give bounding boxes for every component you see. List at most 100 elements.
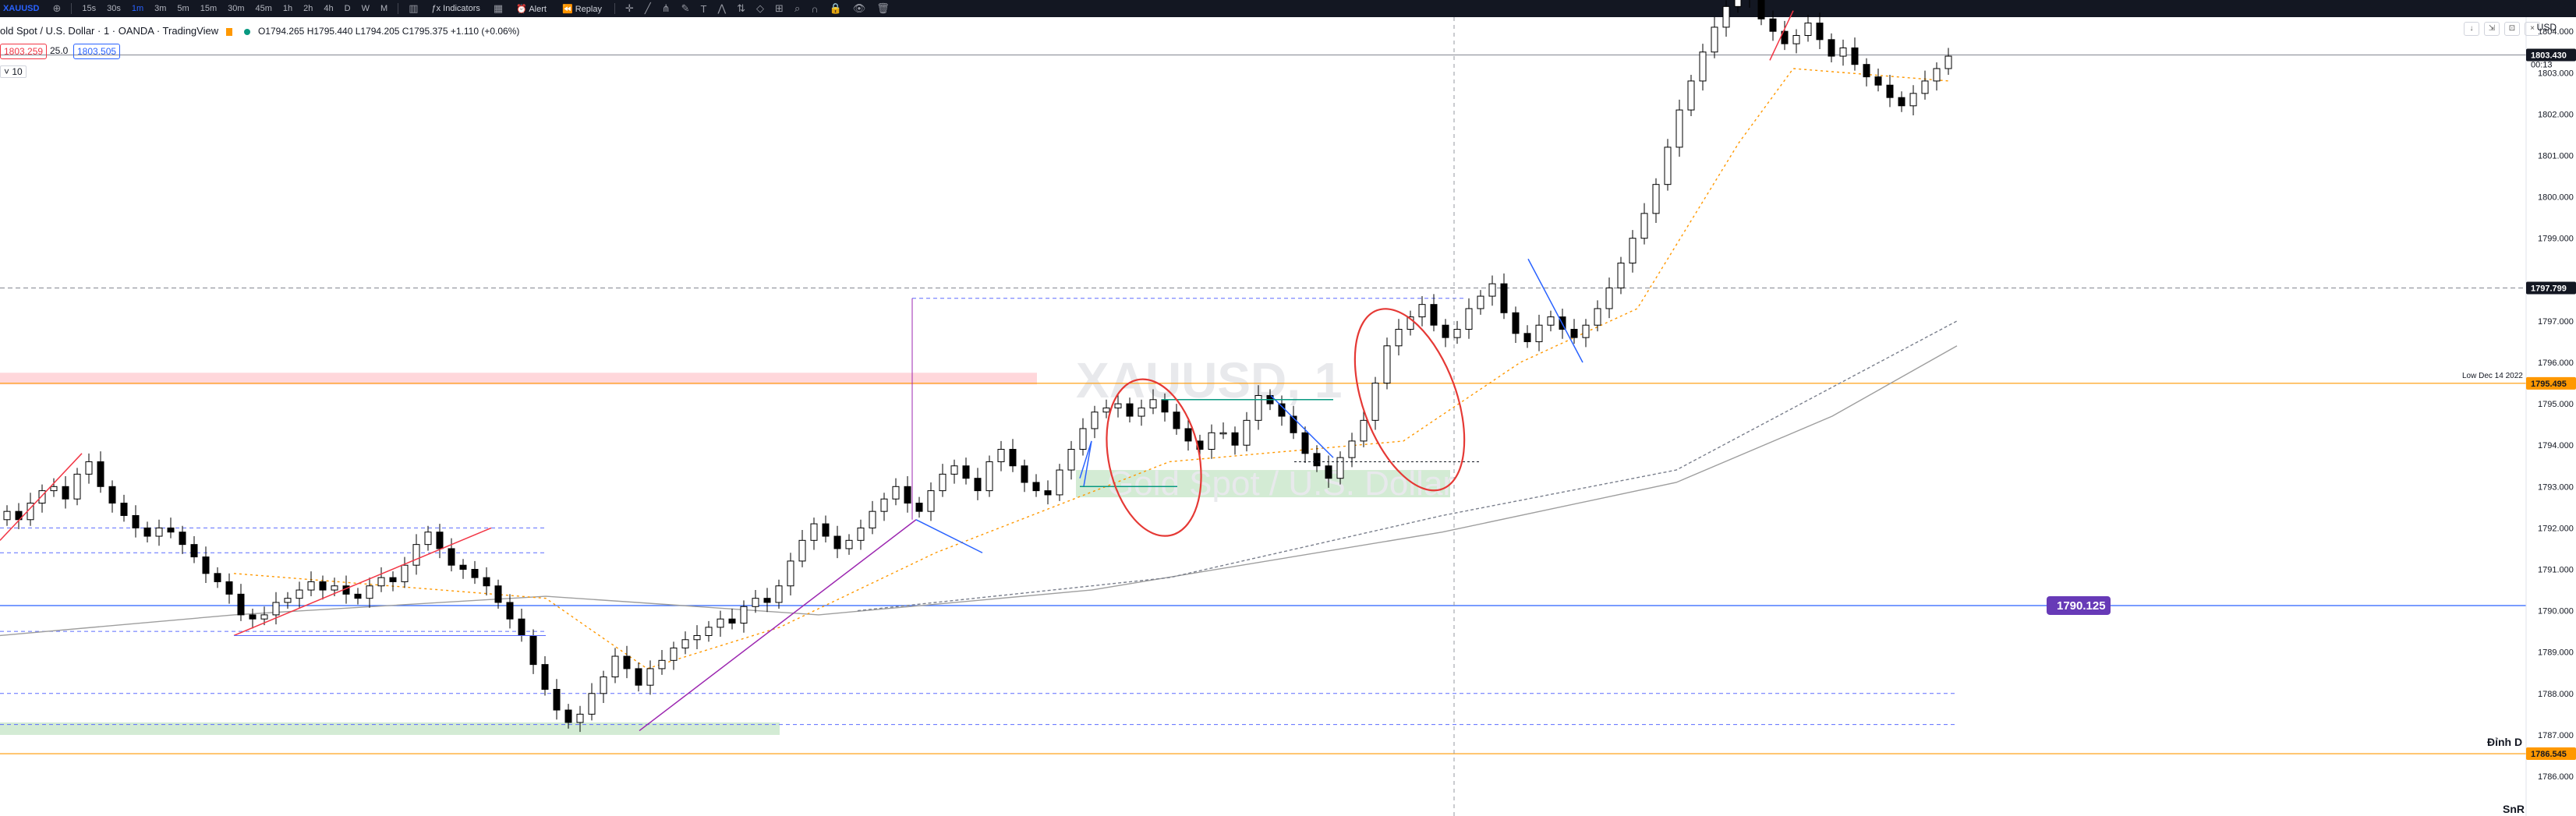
- bull-candle[interactable]: [1407, 316, 1414, 330]
- timeframe-1m[interactable]: 1m: [131, 4, 144, 13]
- indicator-legend[interactable]: ˅ 10: [0, 65, 27, 78]
- bull-candle[interactable]: [1722, 5, 1730, 28]
- alert-button[interactable]: ⏰ Alert: [516, 4, 547, 14]
- bull-candle[interactable]: [1582, 324, 1590, 338]
- indicators-button[interactable]: ƒx Indicators: [431, 4, 480, 13]
- bear-candle[interactable]: [448, 548, 455, 566]
- red-trendline-2[interactable]: [233, 527, 492, 637]
- timeframe-M[interactable]: M: [380, 4, 388, 13]
- bull-candle[interactable]: [1138, 407, 1145, 417]
- bull-candle[interactable]: [1699, 51, 1707, 82]
- bull-candle[interactable]: [412, 544, 420, 566]
- eye-tool-icon[interactable]: 👁: [852, 2, 866, 14]
- bear-candle[interactable]: [1523, 333, 1531, 342]
- bull-candle[interactable]: [576, 713, 584, 723]
- bear-candle[interactable]: [1863, 64, 1870, 78]
- bull-candle[interactable]: [857, 527, 865, 541]
- bull-candle[interactable]: [775, 585, 783, 603]
- bear-candle[interactable]: [225, 581, 233, 595]
- bear-candle[interactable]: [518, 618, 525, 636]
- trendline-tool-icon[interactable]: ╱: [644, 2, 651, 14]
- bull-candle[interactable]: [1067, 449, 1075, 471]
- bull-candle[interactable]: [155, 527, 163, 537]
- bull-candle[interactable]: [3, 510, 11, 521]
- bull-candle[interactable]: [1254, 394, 1262, 421]
- bull-candle[interactable]: [705, 627, 713, 636]
- bull-candle[interactable]: [260, 614, 268, 620]
- pane-collapse-icon[interactable]: ⇲: [2484, 22, 2500, 36]
- price-axis[interactable]: [2526, 17, 2576, 816]
- bull-candle[interactable]: [272, 602, 280, 616]
- pane-maximize-icon[interactable]: ⊡: [2504, 22, 2520, 36]
- bear-candle[interactable]: [635, 668, 642, 686]
- pattern-tool-icon[interactable]: ⋀: [717, 2, 727, 14]
- pane-close-icon[interactable]: ×: [2525, 22, 2540, 36]
- bull-candle[interactable]: [1617, 263, 1625, 288]
- bear-candle[interactable]: [1126, 403, 1134, 417]
- bear-candle[interactable]: [962, 465, 970, 479]
- bear-candle[interactable]: [833, 535, 841, 549]
- bear-candle[interactable]: [1886, 84, 1894, 98]
- bear-candle[interactable]: [483, 577, 490, 587]
- bull-candle[interactable]: [1360, 419, 1368, 442]
- timeframe-D[interactable]: D: [344, 4, 351, 13]
- bear-candle[interactable]: [249, 614, 257, 620]
- bear-candle[interactable]: [1442, 324, 1449, 338]
- bull-candle[interactable]: [424, 532, 432, 546]
- bear-candle[interactable]: [494, 585, 502, 603]
- timeframe-1h[interactable]: 1h: [282, 4, 293, 13]
- bull-candle[interactable]: [85, 461, 93, 475]
- sell-price-button[interactable]: 1803.259: [0, 44, 48, 59]
- bull-candle[interactable]: [681, 639, 689, 648]
- bull-candle[interactable]: [1652, 184, 1660, 214]
- bear-candle[interactable]: [1757, 0, 1765, 19]
- bear-candle[interactable]: [120, 503, 128, 516]
- bear-candle[interactable]: [62, 486, 69, 500]
- bear-candle[interactable]: [1301, 432, 1309, 454]
- bull-candle[interactable]: [740, 606, 748, 624]
- hline-price-badge-bg[interactable]: [2047, 595, 2111, 615]
- bull-candle[interactable]: [1418, 304, 1426, 318]
- cursor-tool-icon[interactable]: ✛: [625, 2, 634, 14]
- bear-candle[interactable]: [1009, 449, 1017, 467]
- bear-candle[interactable]: [1161, 399, 1169, 413]
- bear-candle[interactable]: [529, 634, 537, 666]
- bear-candle[interactable]: [459, 564, 467, 570]
- bull-candle[interactable]: [869, 510, 876, 528]
- brush-tool-icon[interactable]: ✎: [681, 2, 690, 14]
- bull-candle[interactable]: [1477, 295, 1484, 309]
- bull-candle[interactable]: [331, 585, 338, 591]
- bear-candle[interactable]: [1430, 304, 1438, 326]
- bull-candle[interactable]: [1664, 147, 1672, 185]
- bear-candle[interactable]: [167, 527, 175, 533]
- bull-candle[interactable]: [1944, 55, 1952, 69]
- currency-label[interactable]: USD: [2536, 22, 2557, 33]
- timeframe-4h[interactable]: 4h: [324, 4, 334, 13]
- bear-candle[interactable]: [1173, 412, 1180, 429]
- bull-candle[interactable]: [892, 486, 900, 500]
- lock-tool-icon[interactable]: 🔒: [829, 2, 842, 14]
- bull-candle[interactable]: [1792, 35, 1800, 44]
- bull-candle[interactable]: [1348, 440, 1356, 458]
- bull-candle[interactable]: [693, 634, 701, 641]
- timeframe-30m[interactable]: 30m: [228, 4, 245, 13]
- bull-candle[interactable]: [401, 564, 409, 582]
- bull-candle[interactable]: [1839, 47, 1847, 57]
- trash-tool-icon[interactable]: 🗑: [876, 2, 890, 14]
- bull-candle[interactable]: [752, 598, 759, 607]
- bear-candle[interactable]: [1500, 283, 1508, 313]
- bear-candle[interactable]: [97, 461, 104, 487]
- bull-candle[interactable]: [1149, 399, 1157, 408]
- bull-candle[interactable]: [997, 449, 1005, 462]
- bull-candle[interactable]: [1675, 109, 1683, 148]
- bear-candle[interactable]: [1021, 465, 1028, 483]
- bull-candle[interactable]: [658, 659, 666, 669]
- bull-candle[interactable]: [38, 490, 46, 504]
- bull-candle[interactable]: [787, 560, 794, 587]
- blue-zigzag-3[interactable]: [1270, 394, 1334, 458]
- bull-candle[interactable]: [939, 473, 947, 492]
- symbol-search-button[interactable]: XAUUSD: [3, 4, 40, 13]
- bear-candle[interactable]: [1781, 30, 1789, 44]
- bull-candle[interactable]: [1594, 308, 1601, 326]
- bull-candle[interactable]: [1383, 345, 1391, 384]
